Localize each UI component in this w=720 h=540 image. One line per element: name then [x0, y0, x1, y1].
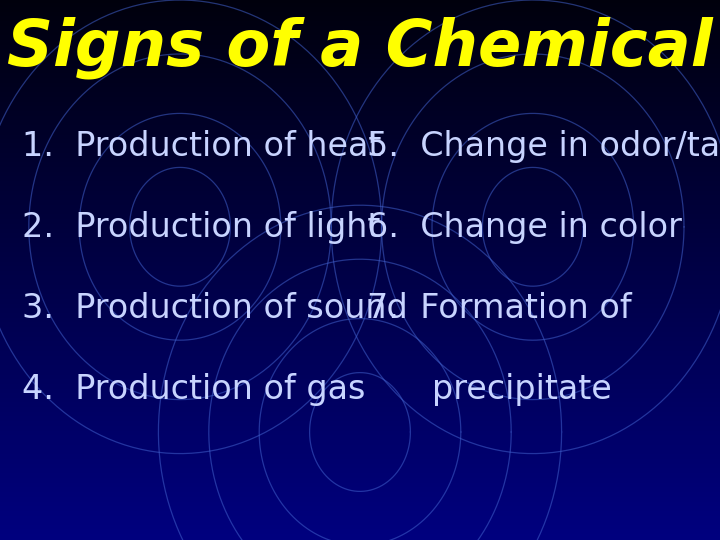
Text: 7.  Formation of: 7. Formation of [367, 292, 632, 325]
Text: Signs of a Chemical Change: Signs of a Chemical Change [7, 16, 720, 79]
Text: 3.  Production of sound: 3. Production of sound [22, 292, 408, 325]
Text: 4.  Production of gas: 4. Production of gas [22, 373, 365, 406]
Text: 2.  Production of light: 2. Production of light [22, 211, 380, 244]
Text: precipitate: precipitate [432, 373, 612, 406]
Text: 1.  Production of heat: 1. Production of heat [22, 130, 381, 163]
Text: 5.  Change in odor/taste: 5. Change in odor/taste [367, 130, 720, 163]
Text: 6.  Change in color: 6. Change in color [367, 211, 682, 244]
